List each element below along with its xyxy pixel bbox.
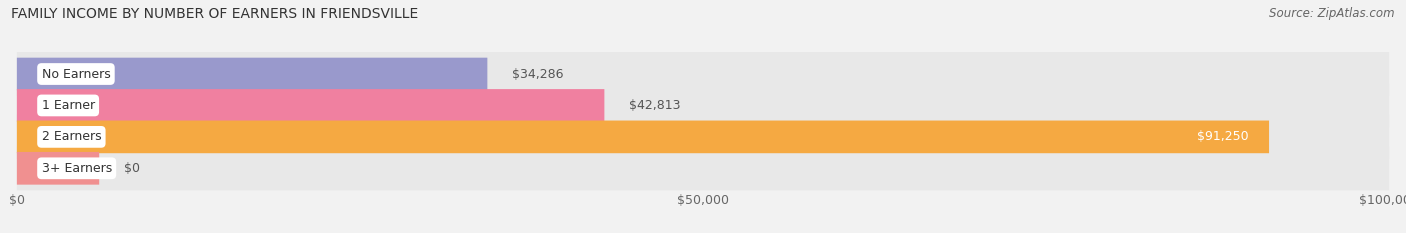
Text: 1 Earner: 1 Earner	[42, 99, 94, 112]
Text: $34,286: $34,286	[512, 68, 564, 81]
FancyBboxPatch shape	[17, 120, 1270, 153]
Text: FAMILY INCOME BY NUMBER OF EARNERS IN FRIENDSVILLE: FAMILY INCOME BY NUMBER OF EARNERS IN FR…	[11, 7, 419, 21]
Text: 2 Earners: 2 Earners	[42, 130, 101, 143]
FancyBboxPatch shape	[17, 52, 1389, 96]
FancyBboxPatch shape	[17, 152, 100, 185]
FancyBboxPatch shape	[17, 83, 1389, 127]
FancyBboxPatch shape	[17, 58, 488, 90]
Text: No Earners: No Earners	[42, 68, 110, 81]
Text: $42,813: $42,813	[628, 99, 681, 112]
Text: 3+ Earners: 3+ Earners	[42, 162, 112, 175]
Text: Source: ZipAtlas.com: Source: ZipAtlas.com	[1270, 7, 1395, 20]
Text: $91,250: $91,250	[1197, 130, 1249, 143]
Text: $0: $0	[124, 162, 141, 175]
FancyBboxPatch shape	[17, 89, 605, 122]
FancyBboxPatch shape	[17, 115, 1389, 159]
FancyBboxPatch shape	[17, 146, 1389, 190]
